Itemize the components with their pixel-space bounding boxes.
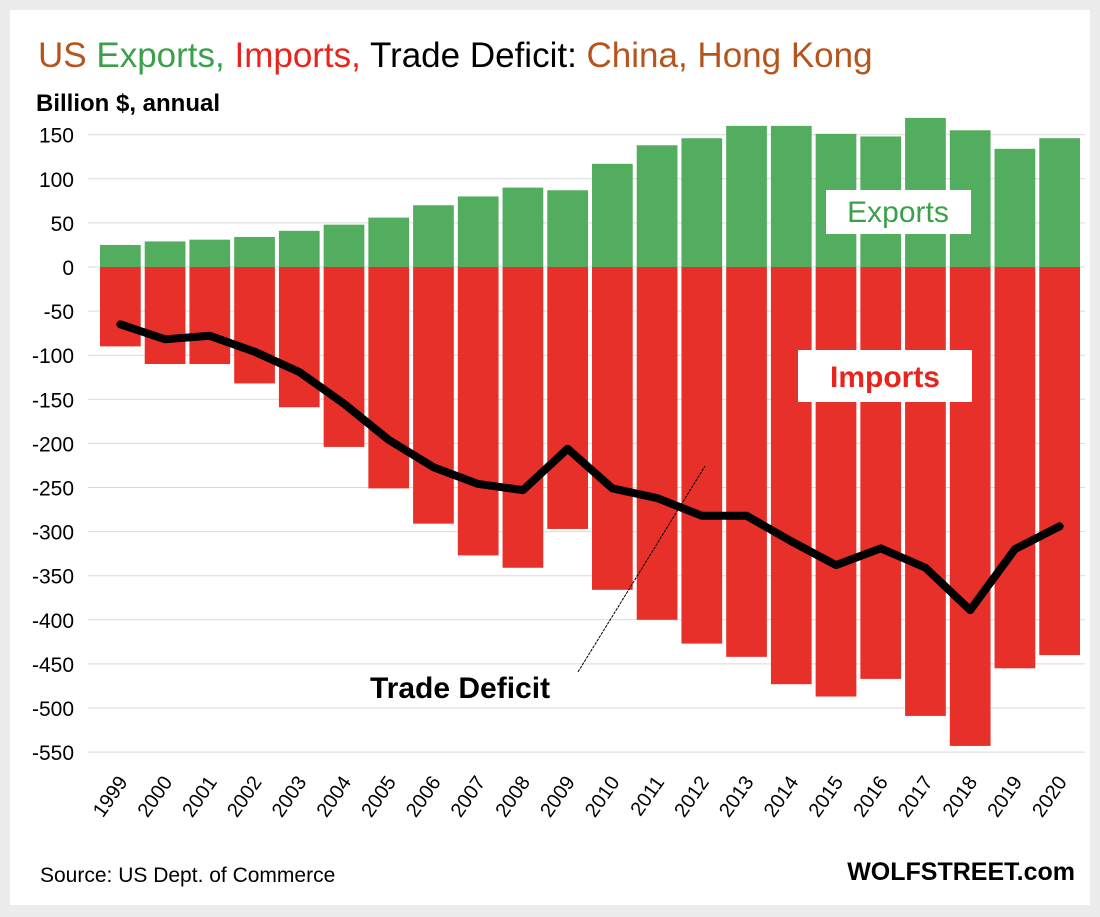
exports-bar (234, 237, 275, 267)
chart-title: US Exports, Imports, Trade Deficit: Chin… (38, 36, 873, 75)
brand-watermark: WOLFSTREET.com (847, 858, 1075, 886)
exports-bar (368, 217, 410, 267)
x-tick-label: 2012 (670, 772, 714, 821)
imports-bar (770, 267, 812, 685)
imports-label-box (798, 350, 972, 402)
exports-bar (726, 125, 767, 267)
y-tick-label: -150 (32, 389, 74, 412)
x-tick-label: 2014 (760, 772, 804, 821)
chart-subtitle: Billion $, annual (36, 90, 220, 117)
y-tick-label: 50 (51, 213, 74, 236)
deficit-leader-line (577, 465, 706, 673)
y-tick-label: -350 (32, 566, 74, 589)
imports-label: Imports (830, 361, 940, 394)
x-tick-label: 2003 (268, 772, 312, 821)
x-tick-label: 2001 (178, 772, 222, 821)
y-tick-label: 0 (62, 257, 74, 280)
imports-bar (815, 267, 857, 697)
exports-bar (1039, 138, 1080, 267)
deficit-label: Trade Deficit (370, 672, 550, 705)
imports-bar (905, 267, 946, 716)
y-tick-label: 150 (39, 125, 74, 148)
title-part: Trade Deficit: (370, 36, 587, 75)
exports-bar (770, 125, 812, 267)
imports-bar (860, 267, 902, 679)
imports-bar (726, 267, 767, 657)
y-tick-label: -300 (32, 522, 74, 545)
x-tick-label: 2016 (849, 772, 893, 821)
y-tick-label: -400 (32, 610, 74, 633)
y-tick-label: -450 (32, 654, 74, 677)
imports-bar (368, 267, 410, 489)
exports-bar (994, 148, 1036, 267)
imports-bar (189, 267, 231, 365)
y-tick-label: -550 (32, 742, 74, 765)
x-tick-label: 2017 (894, 772, 938, 821)
imports-bar (1039, 267, 1080, 656)
trade-deficit-line (116, 320, 1064, 615)
exports-bar (278, 230, 320, 267)
y-tick-label: -500 (32, 698, 74, 721)
exports-bar (502, 187, 544, 267)
exports-label-box (826, 190, 971, 234)
x-tick-label: 2015 (805, 772, 849, 821)
y-tick-label: -200 (32, 433, 74, 456)
exports-bar (547, 190, 588, 267)
imports-bar (592, 267, 633, 590)
imports-bar (100, 267, 141, 347)
x-tick-label: 2007 (447, 772, 491, 821)
x-tick-label: 2008 (491, 772, 535, 821)
x-tick-label: 2009 (536, 772, 580, 821)
imports-bar (547, 267, 588, 529)
exports-bar (413, 205, 454, 267)
title-part: US (38, 36, 96, 75)
x-tick-label: 2019 (983, 772, 1027, 821)
x-tick-label: 2010 (581, 772, 625, 821)
exports-bar (457, 196, 499, 267)
exports-bar (100, 244, 141, 267)
y-tick-label: 100 (39, 169, 74, 192)
x-tick-label: 2018 (939, 772, 983, 821)
exports-label: Exports (847, 196, 949, 229)
source-note: Source: US Dept. of Commerce (40, 864, 335, 887)
imports-bar (457, 267, 499, 556)
title-part: China, Hong Kong (587, 36, 873, 75)
x-tick-label: 2013 (715, 772, 759, 821)
x-tick-label: 2002 (223, 772, 267, 821)
x-tick-label: 2006 (402, 772, 446, 821)
x-tick-label: 2004 (313, 772, 357, 821)
title-part: Imports, (234, 36, 370, 75)
exports-bar (636, 145, 678, 267)
y-tick-label: -250 (32, 478, 74, 501)
exports-bar (144, 241, 186, 267)
imports-bar (413, 267, 454, 524)
x-tick-label: 2000 (134, 772, 178, 821)
imports-bar (234, 267, 275, 384)
x-tick-label: 2011 (626, 772, 669, 820)
imports-bar (502, 267, 544, 568)
exports-bar (323, 224, 365, 267)
imports-bar (994, 267, 1036, 669)
y-tick-label: -50 (44, 301, 74, 324)
imports-bar (144, 267, 186, 365)
x-tick-label: 2020 (1028, 772, 1072, 821)
exports-bar (592, 163, 633, 267)
y-tick-label: -100 (32, 345, 74, 368)
exports-bar (189, 239, 231, 267)
title-part: Exports, (96, 36, 234, 75)
imports-bar (949, 267, 991, 746)
x-tick-label: 1999 (89, 772, 133, 821)
imports-bar (636, 267, 678, 620)
imports-bar (681, 267, 723, 644)
exports-bar (681, 138, 723, 267)
x-tick-label: 2005 (357, 772, 401, 821)
